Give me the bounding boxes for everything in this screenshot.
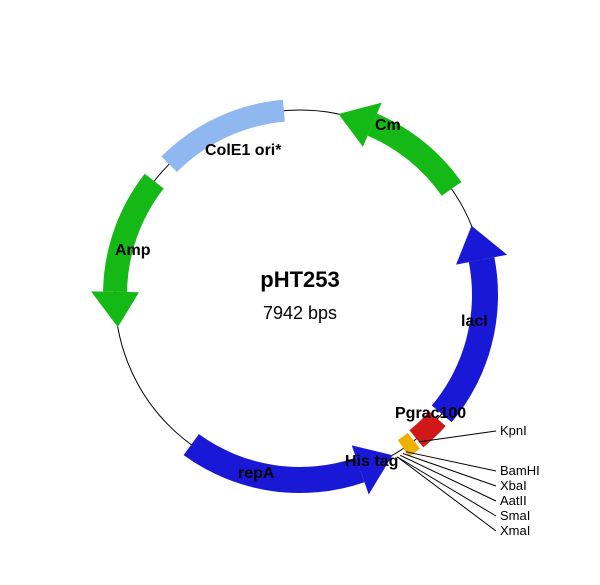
enzyme-label-bamhi: BamHI <box>500 463 540 478</box>
feature-repa <box>184 434 365 493</box>
plasmid-size: 7942 bps <box>263 303 337 323</box>
feature-amp-arrowhead <box>91 291 139 327</box>
feature-amp <box>103 174 164 292</box>
feature-cole1 <box>161 100 284 172</box>
plasmid-svg: pHT253 7942 bps Cm ColE1 ori* Amp repA lacI Pgr… <box>0 0 600 585</box>
enzyme-line-smai <box>397 457 496 516</box>
enzyme-label-aatii: AatII <box>500 493 527 508</box>
feature-label-cm: Cm <box>375 117 401 134</box>
feature-label-laci: lacI <box>461 313 488 330</box>
enzyme-line-xbai <box>403 454 496 486</box>
enzyme-label-xbai: XbaI <box>500 478 527 493</box>
enzyme-line-bamhi <box>406 452 496 471</box>
enzyme-label-smai: SmaI <box>500 508 530 523</box>
feature-label-cole1: ColE1 ori* <box>205 142 282 159</box>
plasmid-name: pHT253 <box>260 267 339 292</box>
feature-label-repa: repA <box>238 465 275 482</box>
feature-laci <box>432 257 498 422</box>
feature-label-amp: Amp <box>115 242 151 259</box>
enzyme-label-kpni: KpnI <box>500 423 527 438</box>
enzyme-line-aatii <box>400 455 496 501</box>
feature-laci-arrowhead <box>456 226 507 265</box>
feature-label-pgrac: Pgrac100 <box>395 405 466 422</box>
enzyme-label-xmai: XmaI <box>500 523 530 538</box>
plasmid-map: pHT253 7942 bps Cm ColE1 ori* Amp repA lacI Pgr… <box>0 0 600 585</box>
feature-label-histag: His tag <box>345 453 398 470</box>
